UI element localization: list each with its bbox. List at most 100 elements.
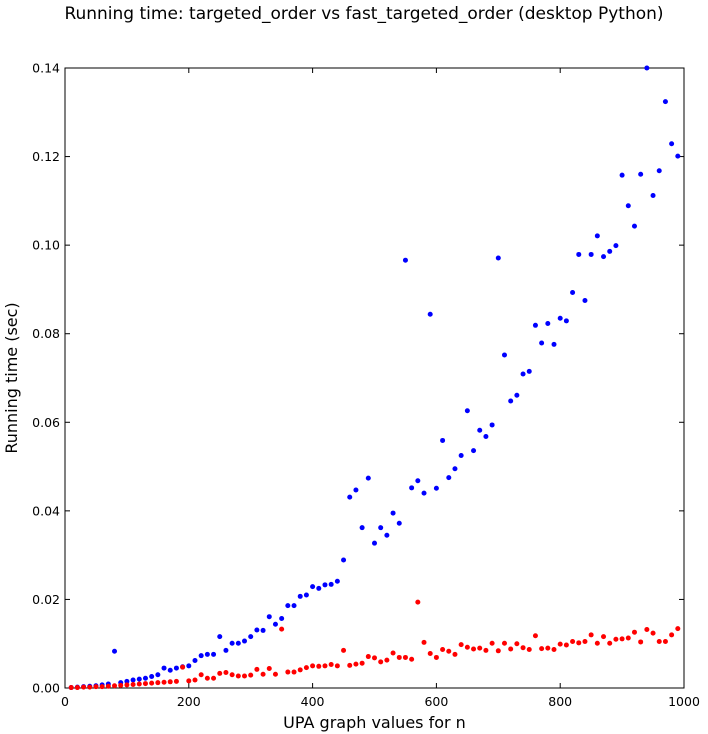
plot-area	[64, 67, 685, 689]
data-point	[285, 603, 291, 609]
data-point	[124, 678, 130, 684]
data-point	[464, 644, 470, 650]
data-point	[303, 665, 309, 671]
x-tick-label: 400	[301, 694, 325, 709]
data-point	[501, 352, 507, 358]
y-axis-label: Running time (sec)	[2, 302, 21, 453]
data-point	[526, 646, 532, 652]
data-point	[198, 653, 204, 659]
data-point	[390, 510, 396, 516]
x-tick-label: 200	[177, 694, 201, 709]
data-point	[458, 453, 464, 458]
data-point	[409, 485, 415, 491]
data-point	[427, 311, 433, 317]
data-point	[446, 648, 452, 654]
data-point	[260, 627, 266, 633]
data-point	[675, 153, 681, 159]
data-point	[223, 670, 229, 675]
data-point	[365, 475, 371, 481]
data-point	[248, 634, 254, 640]
data-point	[186, 678, 192, 684]
data-point	[372, 540, 377, 546]
y-tick-label: 0.08	[32, 326, 60, 341]
data-point	[248, 672, 254, 678]
data-point	[489, 422, 495, 428]
data-point	[551, 646, 557, 652]
data-point	[359, 660, 365, 666]
data-point	[316, 585, 322, 591]
data-point	[173, 678, 179, 684]
data-point	[415, 478, 421, 484]
data-point	[81, 684, 87, 690]
data-point	[539, 340, 545, 346]
data-point	[402, 257, 408, 263]
data-point	[557, 315, 563, 321]
data-point	[650, 630, 656, 636]
y-tick-label: 0.00	[32, 681, 60, 696]
data-point	[322, 582, 328, 588]
data-point	[136, 676, 142, 682]
data-point	[260, 671, 266, 677]
data-point	[508, 646, 514, 652]
data-point	[254, 627, 260, 633]
data-point	[217, 670, 223, 676]
data-point	[619, 172, 625, 178]
data-point	[359, 525, 365, 531]
x-tick-label: 1000	[668, 694, 700, 709]
data-point	[402, 654, 408, 660]
data-point	[440, 437, 446, 443]
data-point	[576, 251, 582, 257]
data-point	[607, 640, 613, 646]
y-tick-label: 0.12	[32, 149, 60, 164]
data-point	[347, 494, 353, 500]
data-point	[576, 640, 582, 646]
data-point	[341, 557, 347, 563]
data-point	[161, 665, 167, 671]
x-tick-label: 800	[548, 694, 572, 709]
data-point	[68, 685, 74, 691]
data-point	[167, 667, 173, 673]
data-point	[130, 681, 136, 687]
data-point	[662, 99, 668, 105]
data-point	[155, 672, 161, 678]
data-point	[297, 667, 303, 673]
data-point	[409, 656, 415, 662]
data-point	[390, 650, 396, 656]
data-point	[180, 664, 186, 670]
data-point	[378, 659, 384, 665]
data-point	[192, 658, 198, 664]
data-point	[563, 642, 569, 648]
data-point	[501, 640, 507, 646]
data-point	[421, 490, 427, 496]
data-point	[619, 636, 625, 642]
data-point	[520, 371, 526, 377]
data-point	[149, 673, 155, 679]
data-point	[588, 251, 594, 257]
data-point	[112, 683, 118, 689]
data-point	[669, 632, 675, 638]
data-point	[656, 168, 662, 174]
data-point	[316, 663, 322, 669]
data-point	[514, 641, 520, 647]
data-point	[217, 634, 223, 640]
data-point	[631, 629, 637, 635]
data-point	[334, 663, 340, 669]
data-point	[303, 592, 309, 598]
data-point	[118, 682, 124, 688]
data-point	[582, 298, 588, 303]
data-point	[285, 669, 291, 675]
data-point	[532, 633, 538, 639]
data-point	[539, 646, 545, 652]
data-point	[192, 677, 198, 683]
data-point	[601, 254, 607, 260]
series-2	[68, 599, 681, 691]
data-point	[254, 666, 260, 672]
data-point	[291, 603, 297, 609]
data-point	[279, 615, 285, 621]
data-point	[130, 677, 136, 683]
data-point	[656, 639, 662, 644]
data-point	[421, 639, 427, 645]
data-point	[87, 684, 93, 690]
data-point	[223, 647, 229, 653]
data-point	[173, 665, 179, 671]
